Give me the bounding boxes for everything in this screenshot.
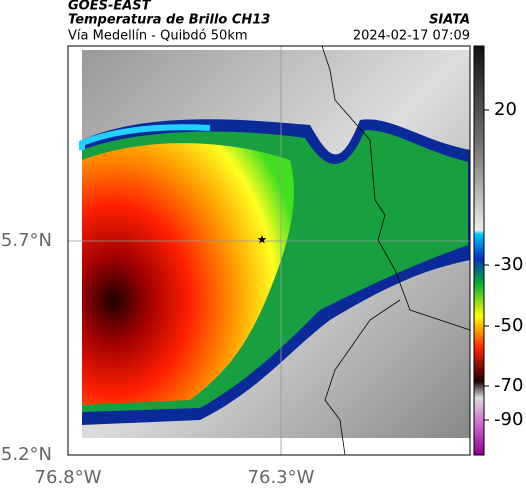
subtitle: Vía Medellín - Quibdó 50km — [68, 29, 248, 44]
colorbar-tick-label: -90 — [494, 409, 523, 430]
lon-tick-label: 76.3°W — [248, 467, 315, 488]
timestamp: 2024-02-17 07:09 — [353, 29, 470, 44]
colorbar-tick-label: -50 — [494, 315, 523, 336]
colorbar-tick-label: -30 — [494, 254, 523, 275]
colorbar-tick-label: 20 — [494, 99, 517, 120]
lat-tick-label: 5.2°N — [1, 444, 52, 465]
map-area: ★ — [67, 45, 471, 456]
brand: SIATA — [429, 13, 470, 28]
colorbar-tick-label: -70 — [494, 375, 523, 396]
colorbar — [473, 45, 485, 456]
source: GOES-EAST — [68, 0, 152, 14]
lon-tick-label: 76.8°W — [35, 467, 102, 488]
title: Temperatura de Brillo CH13 — [68, 13, 270, 28]
lat-tick-label: 5.7°N — [1, 230, 52, 251]
svg-text:★: ★ — [257, 233, 268, 247]
